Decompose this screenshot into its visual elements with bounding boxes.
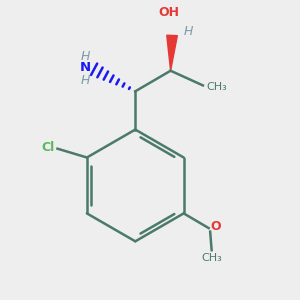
Text: CH₃: CH₃ [201, 253, 222, 263]
Text: H: H [81, 50, 90, 62]
Text: H: H [184, 25, 193, 38]
Polygon shape [167, 35, 177, 71]
Text: O: O [210, 220, 221, 233]
Text: OH: OH [159, 6, 180, 19]
Text: Cl: Cl [41, 141, 55, 154]
Text: H: H [81, 74, 90, 87]
Text: CH₃: CH₃ [206, 82, 226, 92]
Text: N: N [80, 61, 91, 74]
